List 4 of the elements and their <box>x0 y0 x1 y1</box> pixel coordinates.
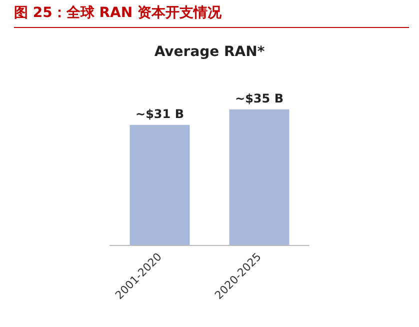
data-label: ~$31 B <box>136 106 184 121</box>
data-label: ~$35 B <box>235 91 284 106</box>
chart-subtitle: Average RAN* <box>154 44 266 60</box>
chart-title: 图 25：全球 RAN 资本开支情况 <box>14 4 409 28</box>
